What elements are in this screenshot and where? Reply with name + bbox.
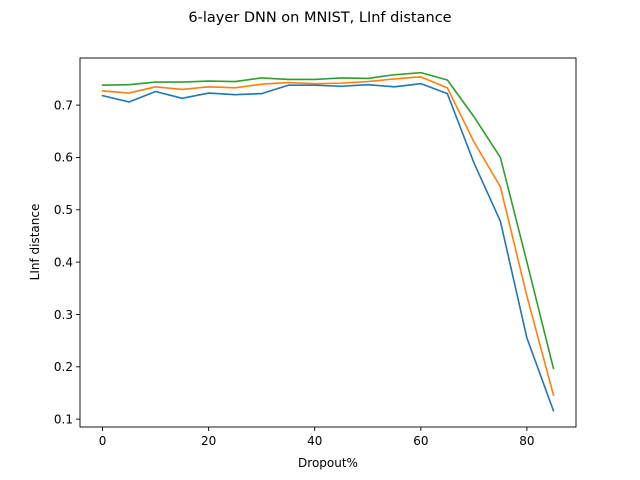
y-tick-label: 0.7 bbox=[54, 98, 73, 112]
y-tick-label: 0.1 bbox=[54, 412, 73, 426]
series-line-2 bbox=[101, 76, 555, 397]
y-tick-label: 0.4 bbox=[54, 255, 73, 269]
x-tick-label: 20 bbox=[201, 434, 216, 448]
y-tick-label: 0.5 bbox=[54, 203, 73, 217]
series-line-3 bbox=[101, 71, 555, 370]
y-tick-label: 0.6 bbox=[54, 151, 73, 165]
x-tick-label: 60 bbox=[413, 434, 428, 448]
x-axis-label: Dropout% bbox=[298, 456, 358, 470]
y-axis-label: LInf distance bbox=[28, 204, 42, 281]
y-tick-label: 0.2 bbox=[54, 360, 73, 374]
x-tick-label: 40 bbox=[307, 434, 322, 448]
axes-frame bbox=[79, 57, 577, 428]
series-line-1 bbox=[101, 82, 555, 412]
plot-area: 0 20 40 60 80 0.1 0.2 0.3 0.4 0.5 0.6 0.7 bbox=[54, 57, 577, 448]
y-tick-label: 0.3 bbox=[54, 308, 73, 322]
chart-title: 6-layer DNN on MNIST, LInf distance bbox=[188, 10, 451, 26]
x-tick-label: 80 bbox=[519, 434, 534, 448]
x-tick-label: 0 bbox=[99, 434, 107, 448]
